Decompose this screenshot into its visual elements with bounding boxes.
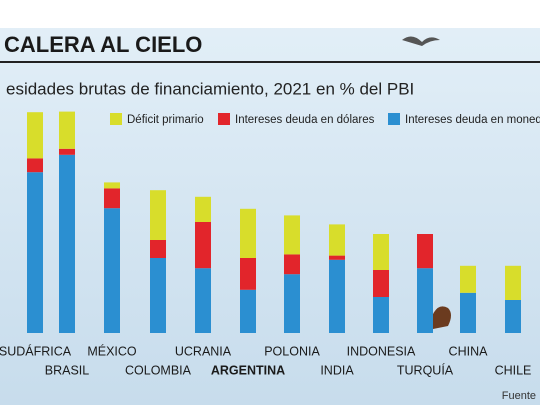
bar-segment [417, 234, 433, 269]
bar-segment [195, 196, 211, 222]
bar-segment [284, 215, 300, 255]
x-tick-label: MÉXICO [87, 343, 137, 358]
legend-swatch [218, 113, 230, 125]
bar-segment [373, 234, 389, 270]
bar-segment [284, 274, 300, 333]
legend-swatch [110, 113, 122, 125]
bar-segment [373, 270, 389, 297]
bar-segment [460, 265, 476, 293]
bar-segment [240, 208, 256, 258]
x-tick-label: CHINA [449, 344, 489, 358]
x-tick-label: INDIA [320, 363, 354, 377]
bar-segment [329, 224, 345, 256]
legend-label: Déficit primario [127, 114, 204, 126]
bird-icon [428, 306, 451, 330]
x-tick-label: INDONESIA [347, 344, 416, 358]
bar-segment [27, 172, 43, 333]
x-tick-label: CHILE [495, 363, 532, 377]
bar-segment [329, 255, 345, 260]
legend-label: Intereses deuda en dólares [235, 114, 375, 126]
x-tick-label: BRASIL [45, 363, 90, 377]
bar-segment [59, 154, 75, 333]
bar-segment [59, 111, 75, 149]
bar-segment [240, 289, 256, 333]
bird-icon [402, 36, 440, 46]
bar-segment [460, 292, 476, 333]
bar-segment [373, 297, 389, 333]
bar-segment [104, 208, 120, 333]
bar-segment [150, 190, 166, 240]
bar-segment [104, 188, 120, 209]
bar-segment [27, 158, 43, 173]
x-tick-label: POLONIA [264, 344, 320, 358]
bar-segment [195, 222, 211, 269]
bar-segment [505, 265, 521, 300]
bar-segment [104, 182, 120, 189]
bar-segment [505, 300, 521, 333]
bar-segment [27, 112, 43, 159]
bar-segment [284, 254, 300, 275]
header-band [0, 0, 540, 28]
legend-swatch [388, 113, 400, 125]
legend-label: Intereses deuda en moneda [405, 114, 540, 126]
bar-segment [150, 258, 166, 333]
bar-segment [59, 148, 75, 155]
x-tick-label: UCRANIA [175, 344, 232, 358]
bar-segment [150, 240, 166, 258]
x-tick-label: TURQUÍA [397, 362, 454, 377]
x-tick-label: SUDÁFRICA [0, 343, 72, 358]
chart-title: CALERA AL CIELO [4, 32, 202, 57]
bar-segment [195, 268, 211, 333]
chart-subtitle: esidades brutas de financiamiento, 2021 … [6, 79, 414, 98]
bar-segment [417, 268, 433, 333]
bar-segment [240, 258, 256, 290]
source: Fuente [502, 390, 536, 402]
x-tick-label: ARGENTINA [211, 363, 285, 377]
bar-segment [329, 259, 345, 333]
x-tick-label: COLOMBIA [125, 363, 192, 377]
